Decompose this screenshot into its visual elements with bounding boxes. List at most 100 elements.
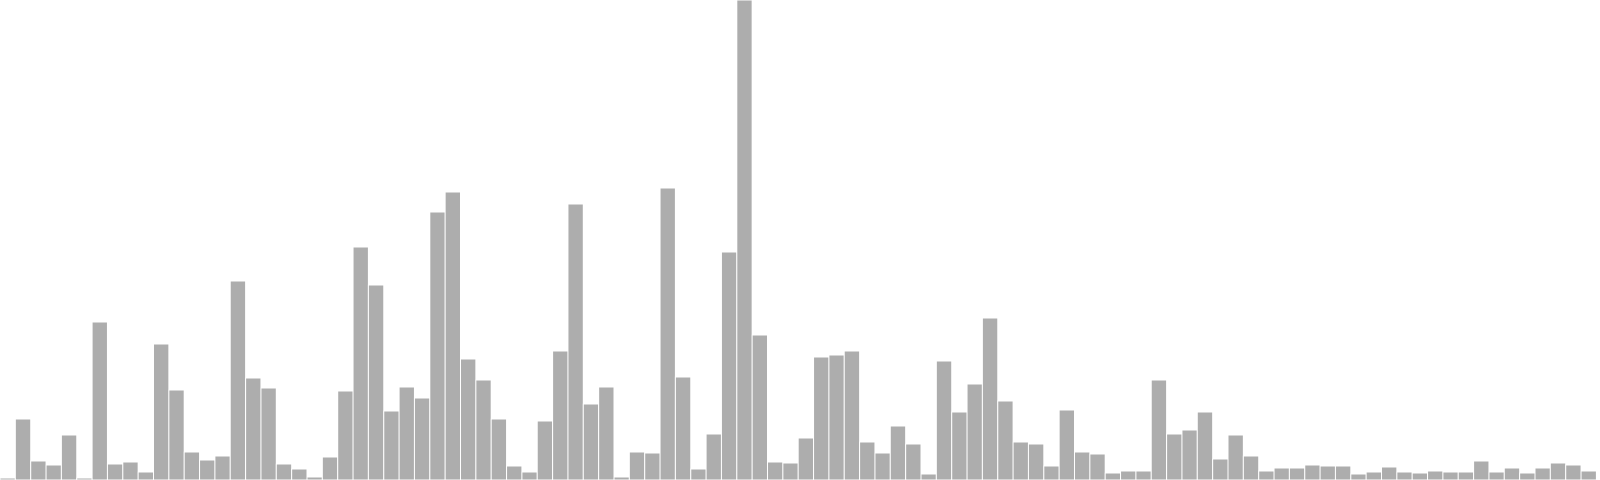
bar <box>705 433 722 480</box>
bar <box>183 451 201 480</box>
bar <box>767 461 784 480</box>
bar <box>690 468 707 480</box>
bar <box>552 350 569 480</box>
bar <box>1273 467 1290 480</box>
bar <box>460 358 477 480</box>
bar <box>598 386 615 480</box>
bar <box>1058 409 1076 480</box>
bar <box>751 334 769 480</box>
bar <box>920 473 937 480</box>
bar <box>1074 451 1091 480</box>
bar <box>30 460 47 480</box>
bar <box>91 321 108 480</box>
bar <box>153 343 170 480</box>
bar <box>1488 471 1505 480</box>
bar <box>1381 466 1398 480</box>
bar <box>1534 467 1551 480</box>
bar <box>659 187 676 480</box>
bar <box>889 425 907 480</box>
bar <box>1365 471 1383 480</box>
bar <box>797 437 815 480</box>
bar <box>14 418 32 480</box>
bar <box>1427 470 1444 480</box>
bar <box>981 317 999 480</box>
bar <box>1196 411 1214 480</box>
bar <box>951 411 968 480</box>
bar <box>367 284 385 480</box>
bar <box>536 420 554 480</box>
bar <box>1181 429 1198 480</box>
bar <box>1411 472 1429 480</box>
bar <box>429 211 446 480</box>
bar <box>1473 460 1490 480</box>
bar <box>582 403 600 480</box>
bar <box>674 376 692 480</box>
bar <box>813 356 830 480</box>
bar <box>1442 471 1459 480</box>
bar <box>398 386 415 480</box>
bar <box>782 462 799 480</box>
bar <box>275 463 293 480</box>
bar <box>1350 473 1367 480</box>
bar <box>214 455 231 480</box>
bar <box>1120 470 1137 480</box>
bar <box>997 400 1014 480</box>
bar <box>874 452 891 480</box>
bar <box>245 377 262 480</box>
bar <box>1396 471 1413 480</box>
bar <box>628 451 646 480</box>
bar <box>1288 467 1306 480</box>
bar <box>1549 462 1567 480</box>
bar <box>137 471 154 480</box>
bar <box>935 360 953 480</box>
bar <box>1242 455 1260 480</box>
bar <box>843 350 861 480</box>
bar <box>321 456 339 480</box>
bar <box>1304 464 1321 480</box>
bar <box>1150 379 1168 480</box>
bar <box>1580 470 1597 480</box>
bar <box>413 397 431 480</box>
bar <box>859 441 876 480</box>
bar <box>260 387 277 480</box>
bar <box>1319 465 1336 480</box>
bar <box>352 246 369 480</box>
bar <box>567 203 584 480</box>
bar <box>1565 464 1582 480</box>
bar <box>1104 472 1122 480</box>
bar <box>1258 470 1275 480</box>
bar <box>168 389 185 480</box>
bar <box>1043 465 1060 480</box>
bar <box>506 465 523 480</box>
bar <box>475 379 492 480</box>
bar <box>1503 467 1521 480</box>
bar <box>644 452 661 480</box>
bar <box>1027 443 1045 480</box>
bar <box>199 459 216 480</box>
bar <box>106 463 124 480</box>
bar <box>122 461 139 480</box>
bar <box>1212 458 1229 480</box>
bar <box>1519 472 1536 480</box>
bar <box>1334 465 1352 480</box>
bar <box>291 468 308 480</box>
bar <box>1135 470 1152 480</box>
bar <box>229 280 247 480</box>
bar <box>521 471 538 480</box>
bar <box>45 464 62 480</box>
bar <box>736 0 753 480</box>
bar <box>1227 434 1244 480</box>
bar <box>444 191 461 480</box>
bar <box>490 418 508 480</box>
bar <box>337 390 354 480</box>
bar <box>720 251 738 480</box>
bar <box>966 383 983 480</box>
bar <box>1012 441 1029 480</box>
bar <box>828 354 845 480</box>
bar <box>1166 433 1183 480</box>
bar <box>1457 471 1475 480</box>
bar <box>1089 453 1106 480</box>
bar <box>60 434 78 480</box>
